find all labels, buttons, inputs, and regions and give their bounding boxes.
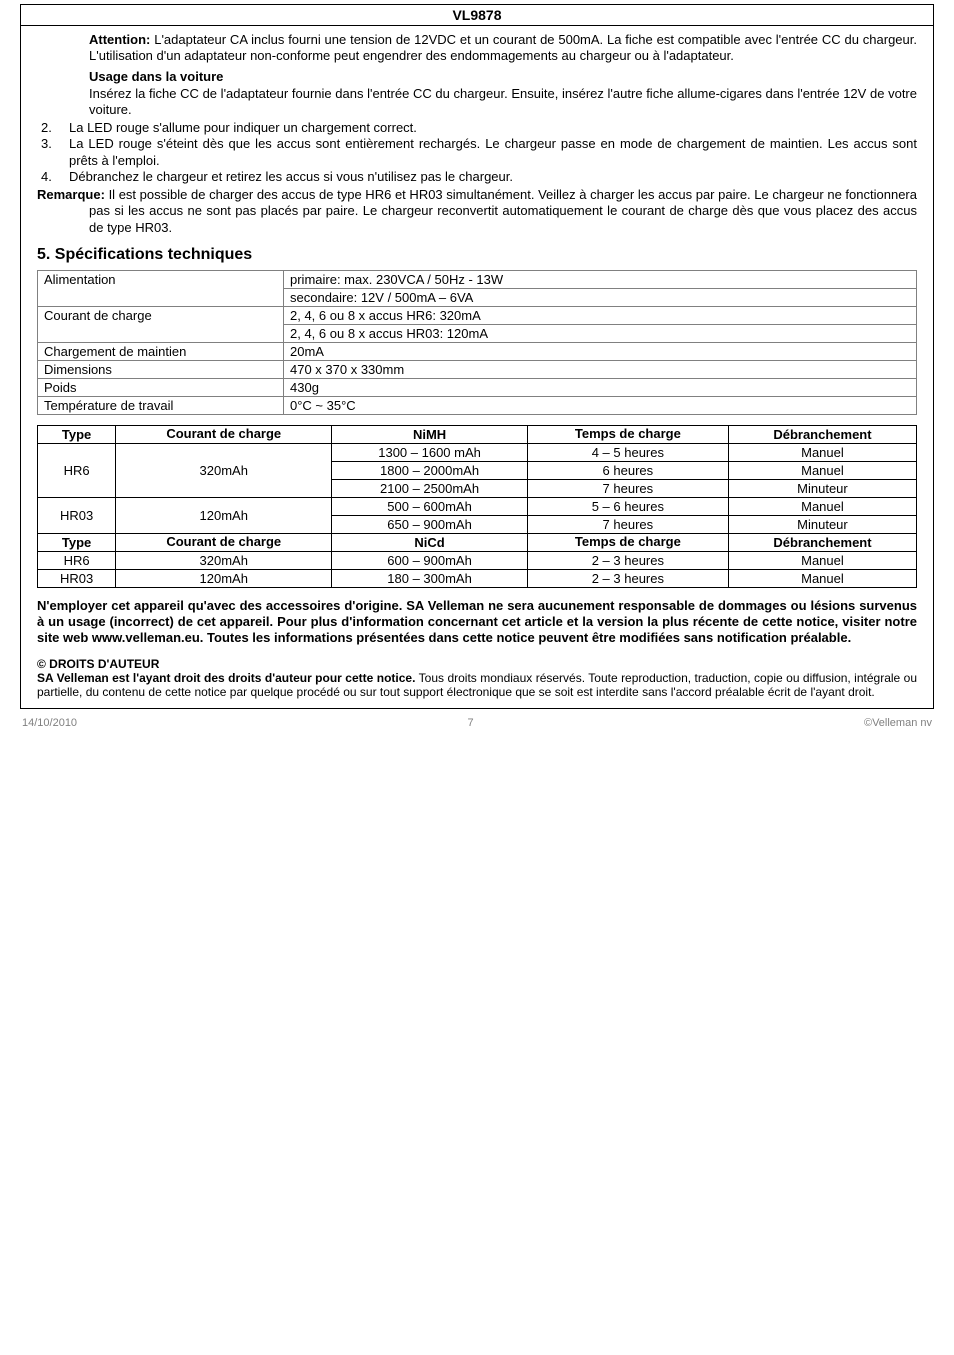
cell-courant: 320mAh [116, 551, 332, 569]
hdr-courant: Courant de charge [116, 533, 332, 551]
charge-table: Type Courant de charge NiMH Temps de cha… [37, 425, 917, 588]
hdr-type: Type [38, 533, 116, 551]
table-row: HR03 120mAh 180 – 300mAh 2 – 3 heures Ma… [38, 569, 917, 587]
cell-temps: 4 – 5 heures [527, 443, 728, 461]
spec-key: Courant de charge [38, 306, 284, 342]
section-5-heading: 5. Spécifications techniques [37, 246, 917, 264]
list-item: 3.La LED rouge s'éteint dès que les accu… [37, 136, 917, 169]
cell-temps: 5 – 6 heures [527, 497, 728, 515]
disclaimer: N'employer cet appareil qu'avec des acce… [37, 598, 917, 647]
table-row: Chargement de maintien20mA [38, 342, 917, 360]
cell-temps: 7 heures [527, 479, 728, 497]
cell-debr: Manuel [728, 497, 916, 515]
cell-cap: 600 – 900mAh [332, 551, 527, 569]
spec-val: 430g [284, 378, 917, 396]
attention-text: L'adaptateur CA inclus fourni une tensio… [89, 32, 917, 63]
hdr-courant: Courant de charge [116, 425, 332, 443]
cell-cap: 1800 – 2000mAh [332, 461, 527, 479]
footer-date: 14/10/2010 [22, 717, 77, 729]
step-number: 4. [37, 169, 69, 185]
spec-val: 2, 4, 6 ou 8 x accus HR6: 320mA [284, 306, 917, 324]
cell-type: HR6 [38, 551, 116, 569]
table-row: Température de travail0°C ~ 35°C [38, 396, 917, 414]
spec-key: Chargement de maintien [38, 342, 284, 360]
footer: 14/10/2010 7 ©Velleman nv [20, 717, 934, 729]
remarque-block: Remarque: Il est possible de charger des… [89, 187, 917, 236]
footer-page: 7 [467, 717, 473, 729]
cell-type: HR03 [38, 569, 116, 587]
cell-temps: 6 heures [527, 461, 728, 479]
copyright-line1: SA Velleman est l'ayant droit des droits… [37, 671, 415, 685]
cell-cap: 2100 – 2500mAh [332, 479, 527, 497]
spec-table: Alimentationprimaire: max. 230VCA / 50Hz… [37, 270, 917, 415]
attention-label: Attention: [89, 32, 150, 47]
step-number: 3. [37, 136, 69, 169]
table-row: Type Courant de charge NiCd Temps de cha… [38, 533, 917, 551]
list-item: 4.Débranchez le chargeur et retirez les … [37, 169, 917, 185]
spec-val: 20mA [284, 342, 917, 360]
table-row: Type Courant de charge NiMH Temps de cha… [38, 425, 917, 443]
remarque-text: Il est possible de charger des accus de … [89, 187, 917, 235]
spec-key: Poids [38, 378, 284, 396]
cell-temps: 2 – 3 heures [527, 551, 728, 569]
attention-block: Attention: L'adaptateur CA inclus fourni… [89, 32, 917, 65]
cell-cap: 180 – 300mAh [332, 569, 527, 587]
table-row: Poids430g [38, 378, 917, 396]
hdr-temps: Temps de charge [527, 533, 728, 551]
spec-key: Dimensions [38, 360, 284, 378]
list-item: 2.La LED rouge s'allume pour indiquer un… [37, 120, 917, 136]
table-row: Alimentationprimaire: max. 230VCA / 50Hz… [38, 270, 917, 288]
cell-courant: 120mAh [116, 497, 332, 533]
table-row: HR6 320mAh 1300 – 1600 mAh 4 – 5 heures … [38, 443, 917, 461]
table-row: HR03 120mAh 500 – 600mAh 5 – 6 heures Ma… [38, 497, 917, 515]
cell-courant: 320mAh [116, 443, 332, 497]
table-row: HR6 320mAh 600 – 900mAh 2 – 3 heures Man… [38, 551, 917, 569]
steps-list: 2.La LED rouge s'allume pour indiquer un… [37, 120, 917, 185]
spec-val: 0°C ~ 35°C [284, 396, 917, 414]
cell-cap: 650 – 900mAh [332, 515, 527, 533]
cell-type: HR03 [38, 497, 116, 533]
cell-debr: Minuteur [728, 515, 916, 533]
cell-debr: Manuel [728, 461, 916, 479]
table-row: Dimensions470 x 370 x 330mm [38, 360, 917, 378]
content-frame: Attention: L'adaptateur CA inclus fourni… [20, 25, 934, 709]
footer-brand: ©Velleman nv [864, 717, 932, 729]
spec-val: primaire: max. 230VCA / 50Hz - 13W [284, 270, 917, 288]
copyright-block: © DROITS D'AUTEUR SA Velleman est l'ayan… [37, 657, 917, 700]
step-number: 2. [37, 120, 69, 136]
hdr-debr: Débranchement [728, 425, 916, 443]
cell-debr: Minuteur [728, 479, 916, 497]
step-text: La LED rouge s'allume pour indiquer un c… [69, 120, 917, 136]
usage-text: Insérez la fiche CC de l'adaptateur four… [89, 86, 917, 119]
spec-val: secondaire: 12V / 500mA – 6VA [284, 288, 917, 306]
remarque-label: Remarque: [37, 187, 105, 202]
hdr-nicd: NiCd [332, 533, 527, 551]
hdr-debr: Débranchement [728, 533, 916, 551]
cell-debr: Manuel [728, 443, 916, 461]
copyright-heading: © DROITS D'AUTEUR [37, 657, 159, 671]
cell-type: HR6 [38, 443, 116, 497]
cell-cap: 1300 – 1600 mAh [332, 443, 527, 461]
usage-heading: Usage dans la voiture [89, 69, 917, 84]
hdr-temps: Temps de charge [527, 425, 728, 443]
step-text: La LED rouge s'éteint dès que les accus … [69, 136, 917, 169]
spec-key: Alimentation [38, 270, 284, 306]
cell-debr: Manuel [728, 569, 916, 587]
table-row: Courant de charge2, 4, 6 ou 8 x accus HR… [38, 306, 917, 324]
cell-temps: 2 – 3 heures [527, 569, 728, 587]
hdr-type: Type [38, 425, 116, 443]
spec-val: 470 x 370 x 330mm [284, 360, 917, 378]
spec-key: Température de travail [38, 396, 284, 414]
hdr-nimh: NiMH [332, 425, 527, 443]
cell-courant: 120mAh [116, 569, 332, 587]
doc-title: VL9878 [20, 4, 934, 25]
cell-temps: 7 heures [527, 515, 728, 533]
step-text: Débranchez le chargeur et retirez les ac… [69, 169, 917, 185]
cell-debr: Manuel [728, 551, 916, 569]
cell-cap: 500 – 600mAh [332, 497, 527, 515]
spec-val: 2, 4, 6 ou 8 x accus HR03: 120mA [284, 324, 917, 342]
